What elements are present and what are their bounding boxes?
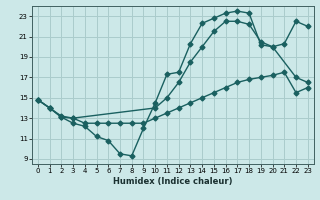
X-axis label: Humidex (Indice chaleur): Humidex (Indice chaleur) — [113, 177, 233, 186]
